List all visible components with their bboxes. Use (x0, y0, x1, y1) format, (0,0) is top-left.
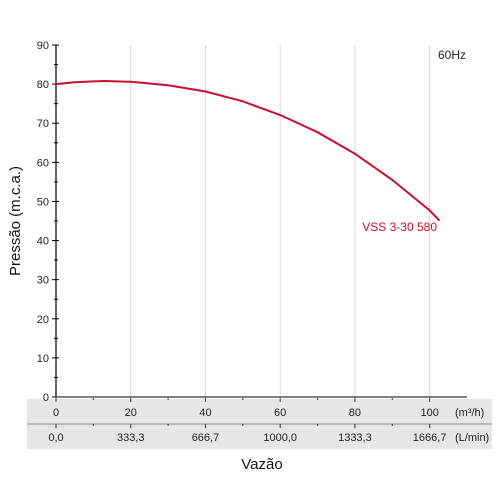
x-unit-bottom: (L/min) (455, 432, 489, 444)
x-ticks: 0 20 40 60 80 1000,0 333,3 666,7 1000,0 1333,3 166… (48, 398, 446, 444)
x-tick-label: 0 (53, 407, 59, 419)
x-tick-label: 80 (349, 407, 361, 419)
x-tick-label: 100 (420, 407, 438, 419)
y-tick-label: 10 (37, 353, 49, 365)
series-label: VSS 3-30 580 (362, 220, 437, 234)
x-tick-label: 1666,7 (413, 432, 447, 444)
y-tick-label: 40 (37, 236, 49, 248)
y-ticks: 0 10 20 30 40 50 60 70 80 90 (37, 40, 59, 404)
y-tick-label: 80 (37, 79, 49, 91)
x-unit-top: (m³/h) (455, 407, 484, 419)
y-tick-label: 20 (37, 314, 49, 326)
y-tick-label: 90 (37, 40, 49, 52)
frequency-label: 60Hz (438, 48, 466, 62)
series-line-vss-3-30-580 (55, 79, 441, 222)
x-tick-label: 0,0 (48, 432, 63, 444)
gridlines (130, 45, 431, 397)
x-tick-label: 20 (125, 407, 137, 419)
x-tick-label: 60 (274, 407, 286, 419)
y-tick-label: 30 (37, 275, 49, 287)
y-axis-title: Pressão (m.c.a.) (7, 166, 24, 276)
x-tick-label: 1000,0 (263, 432, 297, 444)
x-tick-label: 666,7 (192, 432, 220, 444)
y-tick-label: 70 (37, 118, 49, 130)
axes (27, 45, 492, 425)
x-tick-label: 333,3 (117, 432, 145, 444)
x-axis-title: Vazão (241, 456, 282, 473)
y-tick-label: 0 (43, 392, 49, 404)
y-tick-label: 50 (37, 196, 49, 208)
y-tick-label: 60 (37, 157, 49, 169)
x-tick-label: 40 (199, 407, 211, 419)
x-tick-label: 1333,3 (338, 432, 372, 444)
